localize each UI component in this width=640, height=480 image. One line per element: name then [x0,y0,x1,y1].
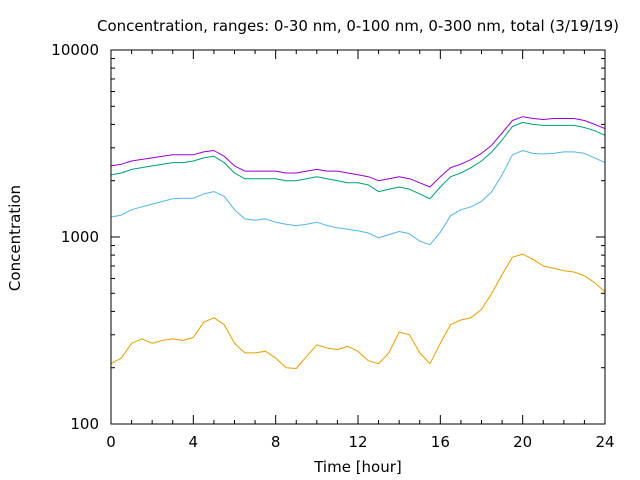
series-line-2 [110,121,606,200]
x-tick-label: 4 [189,433,199,451]
series-lines [110,116,606,369]
y-axis-label: Concentration [6,185,24,291]
y-tick-label: 10000 [51,41,99,59]
tick-labels: 0 4 8 12 16 20 24 100 1000 10000 [51,41,614,451]
x-tick-label: 8 [271,433,281,451]
x-tick-label: 16 [431,433,450,451]
x-axis-label: Time [hour] [313,458,402,476]
series-line-4 [110,253,606,369]
x-tick-label: 12 [348,433,367,451]
series-line-1 [110,116,606,188]
series-line-3 [110,150,606,246]
y-tick-label: 100 [70,415,99,433]
y-tick-label: 1000 [61,228,99,246]
x-tick-label: 0 [106,433,116,451]
x-tick-label: 20 [513,433,532,451]
x-tick-label: 24 [595,433,614,451]
plot-area-border [110,49,606,425]
chart-title: Concentration, ranges: 0-30 nm, 0-100 nm… [97,17,619,35]
tick-marks [110,50,606,425]
